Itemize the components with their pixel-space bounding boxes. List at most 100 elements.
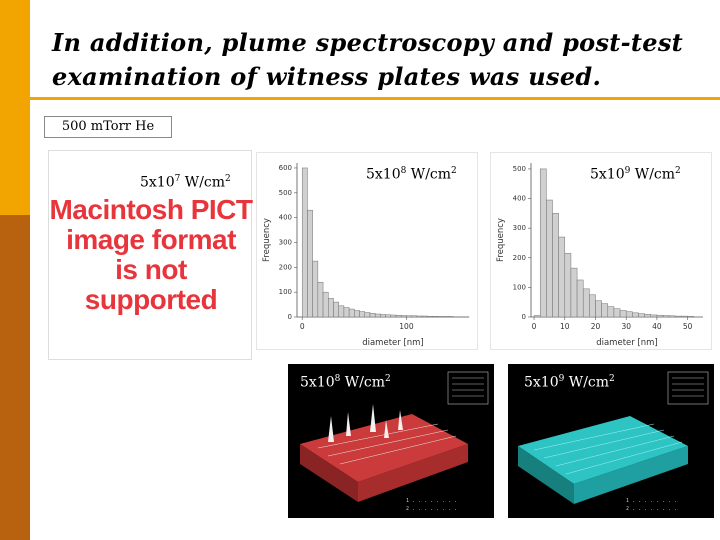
- x-tick-label: 30: [621, 322, 631, 331]
- histogram-bar: [619, 310, 627, 318]
- histogram-bar: [395, 315, 402, 318]
- histogram-1: 0 100 200 300 400 500 600 0 100 diameter [nm] Freq…: [262, 163, 470, 348]
- y-tick-label: 500: [513, 165, 526, 173]
- svg-text:2 . . . . . . . .: 2 . . . . . . . .: [406, 506, 457, 512]
- histogram-bar: [558, 236, 566, 318]
- histogram-bar: [582, 288, 590, 318]
- y-tick-label: 200: [513, 254, 526, 262]
- x-tick-label: 0: [532, 322, 537, 331]
- y-tick-label: 200: [279, 263, 292, 271]
- histogram-bar: [328, 298, 334, 318]
- histogram-2: 0 100 200 300 400 500 0 10 20 30 40 50 diameter [nm]…: [496, 163, 703, 348]
- histogram-bar: [552, 213, 559, 318]
- x-tick-label: 20: [591, 322, 601, 331]
- histogram-bar: [317, 281, 324, 318]
- histogram-bar: [343, 307, 350, 318]
- x-axis-label: diameter [nm]: [362, 338, 424, 348]
- histogram-panel-1: 0 100 200 300 400 500 600 0 100 diameter [nm] Freq…: [256, 152, 478, 350]
- y-tick-label: 300: [279, 238, 292, 246]
- svg-text:1 . . . . . . . .: 1 . . . . . . . .: [406, 498, 457, 504]
- histogram-bar: [427, 316, 433, 318]
- slide-title: In addition, plume spectroscopy and post…: [52, 28, 684, 91]
- y-tick-label: 600: [279, 164, 292, 172]
- histogram-panel-2: 0 100 200 300 400 500 0 10 20 30 40 50 diameter [nm]…: [490, 152, 712, 350]
- histogram-bar: [348, 308, 355, 318]
- histogram-bar: [650, 314, 658, 318]
- histogram-bar: [570, 267, 578, 318]
- histogram-bar: [369, 313, 376, 318]
- x-tick-label: 0: [300, 322, 305, 331]
- fluence-label-pict: 5x107 W/cm2: [140, 174, 231, 191]
- histogram-bar: [338, 305, 345, 318]
- histogram-bar: [644, 314, 652, 318]
- histogram-bar: [400, 315, 407, 318]
- afm-info-box: [447, 371, 489, 405]
- histogram-bar: [576, 279, 584, 318]
- histogram-bar: [416, 315, 423, 318]
- histogram-bar: [359, 311, 366, 318]
- histogram-bar: [385, 314, 392, 318]
- histogram-bar: [421, 315, 428, 318]
- histogram-bar: [432, 316, 438, 318]
- fluence-label-afm-1: 5x108 W/cm2: [300, 374, 391, 391]
- histogram-bar: [687, 316, 695, 318]
- pict-message-line: is not supported: [84, 254, 218, 315]
- histogram-bar: [601, 303, 609, 318]
- fluence-label-hist-2: 5x109 W/cm2: [590, 166, 681, 183]
- x-tick-label: 50: [683, 322, 693, 331]
- histogram-bar: [307, 209, 313, 318]
- pict-message-line: Macintosh PICT: [49, 194, 253, 225]
- histogram-bar: [668, 315, 676, 318]
- y-tick-label: 400: [279, 214, 292, 222]
- y-axis-label: Frequency: [262, 218, 272, 262]
- y-tick-label: 0: [522, 313, 526, 321]
- afm-image-1: 1 . . . . . . . . 2 . . . . . . . .: [288, 364, 494, 518]
- histogram-bar: [533, 315, 541, 318]
- y-tick-label: 300: [513, 224, 526, 232]
- pict-placeholder: Macintosh PICT image format is not suppo…: [48, 150, 253, 360]
- x-tick-label: 100: [399, 322, 414, 331]
- histogram-bar: [322, 291, 329, 318]
- histogram-bar: [364, 312, 371, 318]
- histogram-bar: [632, 312, 639, 318]
- histogram-bar: [374, 313, 381, 318]
- y-tick-label: 100: [279, 288, 292, 296]
- x-axis-label: diameter [nm]: [596, 338, 658, 348]
- afm-surface-side: [300, 444, 358, 502]
- histogram-bar: [595, 300, 602, 318]
- fluence-label-afm-2: 5x109 W/cm2: [524, 374, 615, 391]
- histogram-bar: [681, 315, 688, 318]
- histogram-bar: [662, 315, 670, 318]
- y-tick-label: 500: [279, 189, 292, 197]
- histogram-bar: [312, 260, 319, 318]
- x-tick-label: 40: [652, 322, 662, 331]
- afm-surface-front: [358, 444, 468, 502]
- afm-peaks: [328, 404, 403, 442]
- title-rule: [30, 97, 720, 100]
- pict-message-line: image format: [66, 224, 236, 255]
- histogram-bar: [411, 315, 418, 318]
- histogram-bar: [675, 315, 682, 318]
- afm-surface-1: 1 . . . . . . . . 2 . . . . . . . .: [300, 371, 489, 512]
- sidebar-accent: [0, 0, 30, 215]
- y-tick-label: 400: [513, 195, 526, 203]
- histogram-bar: [613, 308, 621, 318]
- histogram-bar: [638, 313, 645, 318]
- afm-surface-top: [518, 416, 688, 484]
- histogram-bar: [607, 306, 615, 318]
- afm-image-2: 1 . . . . . . . . 2 . . . . . . . .: [508, 364, 714, 518]
- y-tick-label: 100: [513, 283, 526, 291]
- fluence-label-hist-1: 5x108 W/cm2: [366, 166, 457, 183]
- sidebar: [0, 0, 30, 540]
- histogram-bar: [546, 199, 553, 318]
- y-tick-label: 0: [288, 313, 292, 321]
- histogram-bar: [333, 301, 339, 318]
- histogram-bar: [625, 311, 633, 318]
- svg-text:2 . . . . . . . .: 2 . . . . . . . .: [626, 506, 677, 512]
- histogram-bar: [539, 168, 547, 318]
- histogram-bar: [354, 310, 360, 318]
- histogram-bar: [301, 167, 308, 318]
- svg-text:1 . . . . . . . .: 1 . . . . . . . .: [626, 498, 677, 504]
- afm-surface-side: [518, 446, 574, 504]
- histogram-bar: [380, 314, 386, 318]
